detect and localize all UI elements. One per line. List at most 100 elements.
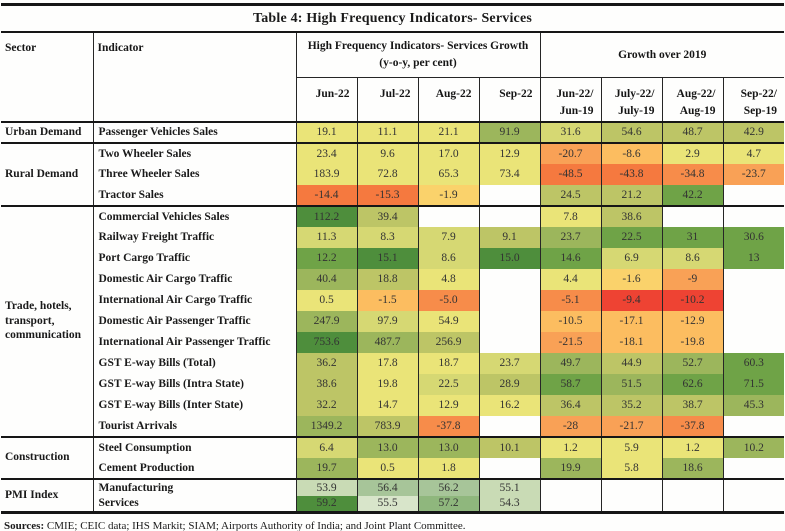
column-header: Jun-22 bbox=[296, 77, 358, 123]
value-cell: -21.5 bbox=[540, 331, 602, 353]
table-row: PMI Index Manufacturing 53.9 56.4 56.2 55.1 bbox=[1, 477, 784, 514]
value-cell: 6.4 bbox=[296, 435, 358, 458]
group-header-row: Sector Indicator High Frequency Indicato… bbox=[1, 33, 784, 123]
value-cell: 19.7 bbox=[296, 457, 358, 479]
indicator-label: Two Wheeler Sales bbox=[93, 141, 297, 164]
column-header: Aug-22/Aug-19 bbox=[662, 77, 724, 123]
value-cell: 40.4 bbox=[296, 268, 358, 290]
value-cell: -43.8 bbox=[601, 163, 663, 185]
table-body: Urban Demand Passenger Vehicles Sales 19.1… bbox=[1, 120, 784, 514]
value-cell: 1349.2 bbox=[296, 415, 358, 437]
header-group-yoy-line1: High Frequency Indicators- Services Grow… bbox=[307, 40, 529, 53]
value-cell: 31.6 bbox=[540, 120, 602, 143]
value-cell: 17.0 bbox=[418, 141, 480, 164]
empty-cell bbox=[418, 204, 480, 227]
value-cell: -10.5 bbox=[540, 310, 602, 332]
value-cell: 57.2 bbox=[418, 495, 480, 514]
sector-label: Construction bbox=[1, 435, 94, 479]
value-cell: -1.5 bbox=[357, 289, 419, 311]
indicator-label: International Air Cargo Traffic bbox=[93, 289, 297, 311]
indicator-label: Three Wheeler Sales bbox=[93, 163, 297, 185]
value-cell: 65.3 bbox=[418, 163, 480, 185]
value-cell: 11.1 bbox=[357, 120, 419, 143]
value-cell: 22.5 bbox=[418, 373, 480, 395]
header-indicator: Indicator bbox=[93, 33, 297, 123]
sector-label: Rural Demand bbox=[1, 141, 94, 206]
empty-cell bbox=[479, 331, 541, 353]
value-cell: -1.9 bbox=[418, 184, 480, 206]
value-cell: 12.2 bbox=[296, 247, 358, 269]
value-cell: 10.1 bbox=[479, 435, 541, 458]
table-row: International Air Cargo Traffic 0.5 -1.5 -5… bbox=[1, 289, 784, 311]
value-cell: 59.2 bbox=[296, 495, 358, 514]
column-header: Sep-22 bbox=[479, 77, 541, 123]
value-cell: 7.8 bbox=[540, 204, 602, 227]
empty-cell bbox=[723, 332, 784, 353]
value-cell: 55.5 bbox=[357, 495, 419, 514]
indicator-label: Tractor Sales bbox=[93, 184, 297, 206]
indicator-label: GST E-way Bills (Intra State) bbox=[93, 373, 297, 395]
value-cell: 97.9 bbox=[357, 310, 419, 332]
table-row: Urban Demand Passenger Vehicles Sales 19.1… bbox=[1, 120, 784, 143]
value-cell: -34.8 bbox=[662, 163, 724, 185]
table-row: Cement Production 19.7 0.5 1.8 19.9 5.8 18.6 bbox=[1, 457, 784, 479]
value-cell: 13.0 bbox=[418, 435, 480, 458]
value-cell: 60.3 bbox=[723, 352, 784, 374]
header-sector: Sector bbox=[1, 33, 94, 123]
value-cell: -1.6 bbox=[601, 268, 663, 290]
table-row: Railway Freight Traffic 11.3 8.3 7.9 9.1 23.7… bbox=[1, 226, 784, 248]
value-cell: -28 bbox=[540, 415, 602, 437]
value-cell: 45.3 bbox=[723, 394, 784, 416]
indicator-label: Commercial Vehicles Sales bbox=[93, 204, 297, 227]
value-cell: 16.2 bbox=[479, 394, 541, 416]
value-cell: 1.2 bbox=[540, 435, 602, 458]
value-cell: -21.7 bbox=[601, 415, 663, 437]
value-cell: 73.4 bbox=[479, 163, 541, 185]
column-header: Sep-22/Sep-19 bbox=[723, 77, 784, 123]
indicator-label: Railway Freight Traffic bbox=[93, 226, 297, 248]
value-cell: -20.7 bbox=[540, 141, 602, 164]
value-cell: -9 bbox=[662, 268, 724, 290]
value-cell: 56.2 bbox=[418, 477, 480, 496]
empty-cell bbox=[479, 184, 541, 206]
value-cell: 71.5 bbox=[723, 373, 784, 395]
value-cell: 4.4 bbox=[540, 268, 602, 290]
empty-cell bbox=[723, 269, 784, 290]
sources-text: CMIE; CEIC data; IHS Markit; SIAM; Airpo… bbox=[44, 520, 466, 531]
value-cell: 49.7 bbox=[540, 352, 602, 374]
value-cell: 23.4 bbox=[296, 141, 358, 164]
indicator-label: Passenger Vehicles Sales bbox=[93, 120, 297, 143]
value-cell: 38.6 bbox=[601, 204, 663, 227]
value-cell: 8.6 bbox=[662, 247, 724, 269]
value-cell: 14.7 bbox=[357, 394, 419, 416]
empty-cell bbox=[723, 477, 784, 496]
empty-cell bbox=[479, 457, 541, 479]
empty-cell bbox=[540, 477, 602, 496]
value-cell: 21.1 bbox=[418, 120, 480, 143]
value-cell: 11.3 bbox=[296, 226, 358, 248]
value-cell: 13.0 bbox=[357, 435, 419, 458]
indicators-table: Sector Indicator High Frequency Indicato… bbox=[1, 33, 784, 514]
indicator-label: Domestic Air Cargo Traffic bbox=[93, 268, 297, 290]
value-cell: 23.7 bbox=[540, 226, 602, 248]
value-cell: 9.6 bbox=[357, 141, 419, 164]
value-cell: 0.5 bbox=[357, 457, 419, 479]
table-row: Domestic Air Passenger Traffic 247.9 97.9 5… bbox=[1, 310, 784, 332]
empty-cell bbox=[662, 477, 724, 496]
table-row: GST E-way Bills (Intra State) 38.6 19.8 22.… bbox=[1, 373, 784, 395]
empty-cell bbox=[479, 204, 541, 227]
indicator-label: Tourist Arrivals bbox=[93, 415, 297, 437]
value-cell: 18.7 bbox=[418, 352, 480, 374]
table-row: International Air Passenger Traffic 753.6… bbox=[1, 331, 784, 353]
value-cell: -5.1 bbox=[540, 289, 602, 311]
value-cell: 12.9 bbox=[418, 394, 480, 416]
value-cell: 22.5 bbox=[601, 226, 663, 248]
table-row: Tourist Arrivals 1349.2 783.9 -37.8 -28 -21.7… bbox=[1, 415, 784, 437]
empty-cell bbox=[540, 495, 602, 514]
value-cell: -17.1 bbox=[601, 310, 663, 332]
value-cell: 23.7 bbox=[479, 352, 541, 374]
value-cell: 28.9 bbox=[479, 373, 541, 395]
value-cell: 42.2 bbox=[662, 184, 724, 206]
value-cell: 72.8 bbox=[357, 163, 419, 185]
value-cell: -37.8 bbox=[662, 415, 724, 437]
